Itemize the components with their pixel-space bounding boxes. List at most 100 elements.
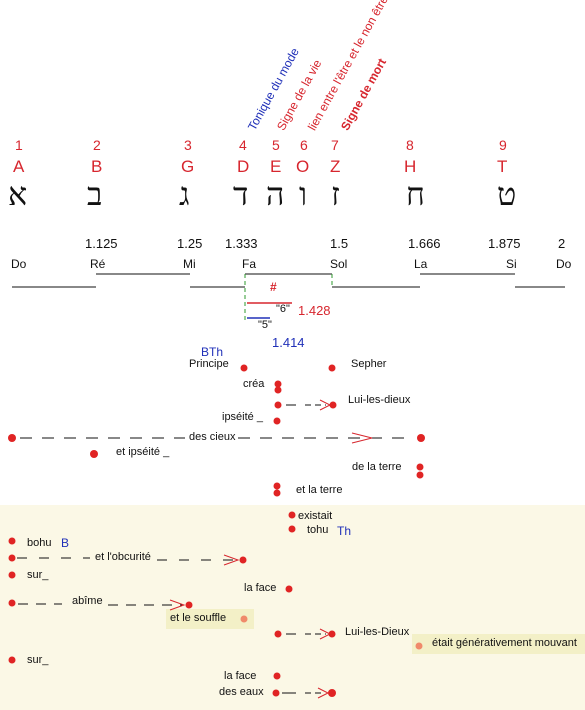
arrowhead-cieux [351, 432, 373, 444]
letter-number-4: 4 [239, 137, 247, 153]
ratio-si: 1.875 [488, 236, 521, 251]
word-th: Th [337, 524, 352, 538]
ratio-do-octave: 2 [558, 236, 566, 251]
word-principe: Principe [189, 358, 229, 370]
letter-number-9: 9 [499, 137, 507, 153]
dot-souffle [240, 615, 248, 623]
hebrew-letter-aleph: א [8, 175, 28, 213]
dot-et-terre-2 [273, 489, 281, 497]
word-abime: abîme [72, 595, 103, 607]
label-five: "5" [258, 319, 272, 331]
dot-abime-left [8, 599, 16, 607]
value-five: 1.414 [272, 335, 305, 350]
word-et-la-terre: et la terre [296, 484, 343, 496]
arrowhead-obscurite [223, 554, 240, 566]
word-des-eaux: des eaux [219, 686, 264, 698]
letter-number-8: 8 [406, 137, 414, 153]
dot-lui-source [274, 401, 282, 409]
latin-letter-g: G [181, 157, 195, 176]
highlight-etait [412, 634, 585, 654]
ratio-sol: 1.5 [330, 236, 349, 251]
dot-obscurite-left [8, 554, 16, 562]
hebrew-letter-bet: ב [87, 175, 103, 213]
highlight-et-le-souffle [166, 609, 254, 629]
word-de-la-terre: de la terre [352, 461, 402, 473]
hebrew-letter-vav: ו [299, 175, 308, 213]
dot-lui-target [329, 401, 337, 409]
dot-abime-right [185, 601, 193, 609]
note-si: Si [506, 257, 517, 271]
latin-letter-t: T [497, 157, 508, 176]
word-et-ipseite: et ipséité _ [116, 446, 170, 458]
dot-terre-2 [416, 471, 424, 479]
label-six: "6" [276, 303, 290, 315]
hebrew-letter-zayin: ז [331, 175, 340, 213]
hebrew-letter-het: ח [406, 175, 425, 213]
word-sepher: Sepher [351, 358, 387, 370]
note-do-octave: Do [556, 257, 572, 271]
dot-eaux-source [272, 689, 280, 697]
word-bth: BTh [201, 345, 224, 359]
dot-eaux-target [328, 689, 336, 697]
dot-terre-1 [416, 463, 424, 471]
dot-sepher [328, 364, 336, 372]
dot-etait [415, 642, 423, 650]
word-des-cieux: des cieux [189, 431, 236, 443]
word-tohu: tohu [307, 524, 329, 536]
ratio-re: 1.125 [85, 236, 118, 251]
dot-bohu [8, 537, 16, 545]
word-la-face-2: la face [224, 670, 257, 682]
word-existait: existait [298, 510, 333, 522]
ratio-la: 1.666 [408, 236, 441, 251]
word-lui-les-dieux-2: Lui-les-Dieux [345, 626, 410, 638]
note-fa: Fa [242, 257, 257, 271]
word-etait-generativement: était générativement mouvant [432, 637, 577, 649]
dot-principe [240, 364, 248, 372]
note-do: Do [11, 257, 27, 271]
word-crea: créa [243, 378, 265, 390]
hebrew-letter-tet: ט [497, 175, 517, 213]
dot-la-face-2 [273, 672, 281, 680]
ratio-fa: 1.333 [225, 236, 258, 251]
dot-sur-1 [8, 571, 16, 579]
latin-letter-o: O [296, 157, 310, 176]
arrowhead-abime [169, 599, 186, 611]
value-six: 1.428 [298, 303, 331, 318]
dot-et-terre-1 [273, 482, 281, 490]
word-b: B [61, 536, 70, 550]
dot-cieux-left [8, 434, 16, 442]
letter-number-6: 6 [300, 137, 308, 153]
word-bohu: bohu [27, 537, 52, 549]
word-sur-1: sur_ [27, 569, 49, 581]
letter-number-2: 2 [93, 137, 101, 153]
letter-number-5: 5 [272, 137, 280, 153]
latin-letter-a: A [13, 157, 25, 176]
dot-crea-2 [274, 386, 282, 394]
dot-la-face-1 [285, 585, 293, 593]
dot-lui2-target [328, 630, 336, 638]
hebrew-letter-dalet: ד [233, 175, 249, 213]
note-re: Ré [90, 257, 106, 271]
hebrew-letter-gimel: ג [179, 175, 190, 213]
word-obscurite: et l'obcurité [95, 551, 151, 563]
latin-letter-h: H [404, 157, 417, 176]
note-la: La [414, 257, 428, 271]
latin-letter-b: B [91, 157, 103, 176]
dot-sur-2 [8, 656, 16, 664]
dot-ipseite [273, 417, 281, 425]
letter-number-3: 3 [184, 137, 192, 153]
word-lui-les-dieux: Lui-les-dieux [348, 394, 411, 406]
dot-existait [288, 511, 296, 519]
ratio-mi: 1.25 [177, 236, 203, 251]
word-et-le-souffle: et le souffle [170, 612, 227, 624]
dot-obscurite-right [239, 556, 247, 564]
letter-number-1: 1 [15, 137, 23, 153]
note-sol: Sol [330, 257, 348, 271]
word-la-face-1: la face [244, 582, 277, 594]
dot-et-ipseite [90, 450, 98, 458]
dot-lui2-source [274, 630, 282, 638]
dot-tohu [288, 525, 296, 533]
latin-letter-z: Z [330, 157, 341, 176]
dot-cieux-right [417, 434, 425, 442]
